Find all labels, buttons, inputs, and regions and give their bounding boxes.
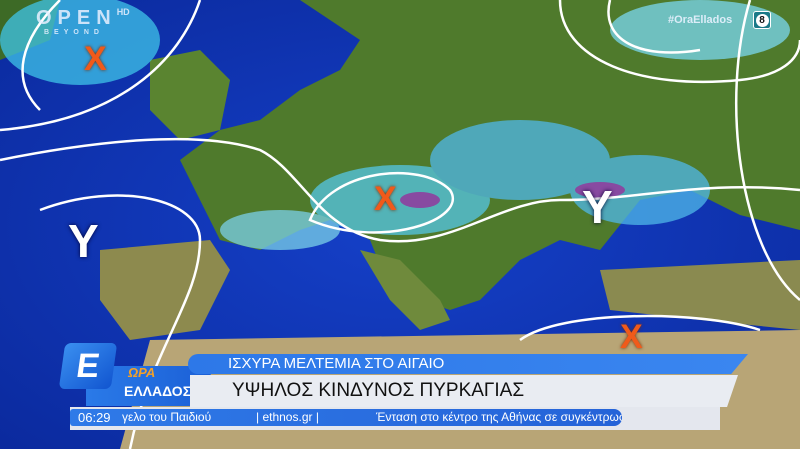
news-ticker: 06:29 γελο του Παιδιού | ethnos.gr | Έντ… [70, 409, 622, 426]
headline-top: ΙΣΧΥΡΑ ΜΕΛΤΕΜΙΑ ΣΤΟ ΑΙΓΑΙΟ [188, 354, 748, 374]
age-rating: 8 [755, 13, 769, 27]
ticker-item: Ένταση στο κέντρο της Αθήνας σε συγκέντρ… [376, 410, 622, 424]
age-rating-badge: 8 [753, 11, 771, 29]
low-pressure-marker: X [374, 180, 397, 218]
ticker-item: | ethnos.gr | [256, 410, 319, 424]
low-pressure-marker: X [84, 40, 107, 78]
show-logo-icon: Ε [58, 343, 118, 389]
show-title-line1: ΩΡΑ [128, 365, 156, 380]
logo-hd: HD [116, 7, 130, 17]
show-title-line2: ΕΛΛΑΔΟΣ [124, 383, 192, 399]
ticker-time: 06:29 [78, 410, 111, 425]
headline-main: ΥΨΗΛΟΣ ΚΙΝΔΥΝΟΣ ΠΥΡΚΑΓΙΑΣ [190, 375, 738, 407]
logo-text: OPEN [36, 7, 117, 29]
high-pressure-marker: Y [68, 215, 99, 267]
channel-logo: OPENHD BEYOND [36, 7, 130, 37]
low-pressure-marker: X [620, 318, 643, 356]
ticker-item: γελο του Παιδιού [122, 410, 212, 424]
logo-sub: BEYOND [44, 29, 104, 36]
high-pressure-marker: Y [582, 181, 613, 233]
hashtag: #OraEllados [668, 14, 733, 26]
